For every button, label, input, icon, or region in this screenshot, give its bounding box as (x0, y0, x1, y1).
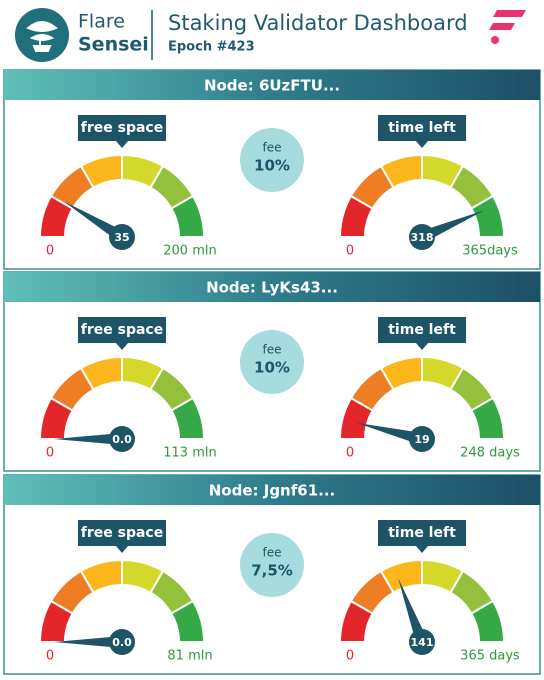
gauge-label-pointer (416, 546, 428, 553)
gauge-value: 0.0 (112, 433, 132, 446)
gauge-needle (54, 636, 122, 648)
gauge-hub (109, 629, 135, 655)
gauge-needle (64, 201, 126, 243)
gauge-label-pointer (116, 141, 128, 148)
node-bar (4, 475, 540, 505)
node-bar (4, 272, 540, 302)
fee-label: fee (263, 546, 282, 560)
gauge-needle (419, 210, 485, 243)
title: Staking Validator Dashboard (168, 11, 468, 35)
gauge-hub (409, 426, 435, 452)
logo (15, 8, 69, 62)
node-bar (4, 70, 540, 100)
gauge-label-pointer (416, 343, 428, 350)
gauge-hub (109, 426, 135, 452)
gauge-segment (169, 599, 206, 643)
gauge-label-box (78, 317, 166, 343)
gauge-max: 81 mln (167, 649, 212, 664)
gauge-segment (469, 396, 506, 440)
fee-value: 10% (254, 157, 290, 175)
gauge-value: 0.0 (112, 636, 132, 649)
fee-circle (240, 330, 304, 394)
gauge-min: 0 (346, 446, 354, 461)
fee-value: 10% (254, 359, 290, 377)
gauge-min: 0 (46, 446, 54, 461)
fee-value: 7,5% (251, 562, 293, 580)
gauge-segment (469, 599, 506, 643)
gauge-value: 318 (411, 231, 434, 244)
gauge-segment (169, 396, 206, 440)
gauge-value: 19 (414, 433, 429, 446)
gauge-value: 141 (411, 636, 434, 649)
gauge-label-box (378, 520, 466, 546)
gauge-min: 0 (346, 244, 354, 259)
gauge-label-pointer (116, 546, 128, 553)
gauge-label: time left (388, 525, 456, 541)
gauge-needle (398, 578, 428, 645)
gauge-value: 35 (114, 231, 129, 244)
gauge-max: 365days (462, 244, 518, 259)
fee-label: fee (263, 141, 282, 155)
gauge-label-box (378, 317, 466, 343)
brand-bottom: Sensei (78, 34, 149, 56)
gauge-segment (469, 194, 506, 238)
gauge-label-box (378, 115, 466, 141)
gauge-label-pointer (416, 141, 428, 148)
gauge-max: 200 mln (163, 244, 216, 259)
gauge-label: time left (388, 322, 456, 338)
brand-top: Flare (78, 11, 125, 33)
gauge-label: free space (81, 120, 163, 136)
gauge-min: 0 (46, 244, 54, 259)
gauge-max: 365 days (460, 649, 520, 664)
gauge-label-box (78, 115, 166, 141)
gauge-hub (409, 224, 435, 250)
gauge-needle (54, 433, 122, 445)
gauge-min: 0 (346, 649, 354, 664)
node-title: Node: Jgnf61... (209, 482, 335, 500)
gauge-needle (355, 422, 424, 445)
gauge-label: free space (81, 322, 163, 338)
gauge-min: 0 (46, 649, 54, 664)
gauge-label: time left (388, 120, 456, 136)
gauge-max: 113 mln (163, 446, 216, 461)
flare-logo (489, 10, 526, 44)
gauge-segment (169, 194, 206, 238)
gauge-max: 248 days (460, 446, 520, 461)
fee-circle (240, 533, 304, 597)
node-title: Node: 6UzFTU... (204, 77, 340, 95)
subtitle: Epoch #423 (168, 40, 255, 55)
node-title: Node: LyKs43... (206, 279, 338, 297)
fee-circle (240, 128, 304, 192)
gauge-hub (409, 629, 435, 655)
gauge-label-box (78, 520, 166, 546)
gauge-label-pointer (116, 343, 128, 350)
fee-label: fee (263, 343, 282, 357)
gauge-hub (109, 224, 135, 250)
gauge-label: free space (81, 525, 163, 541)
